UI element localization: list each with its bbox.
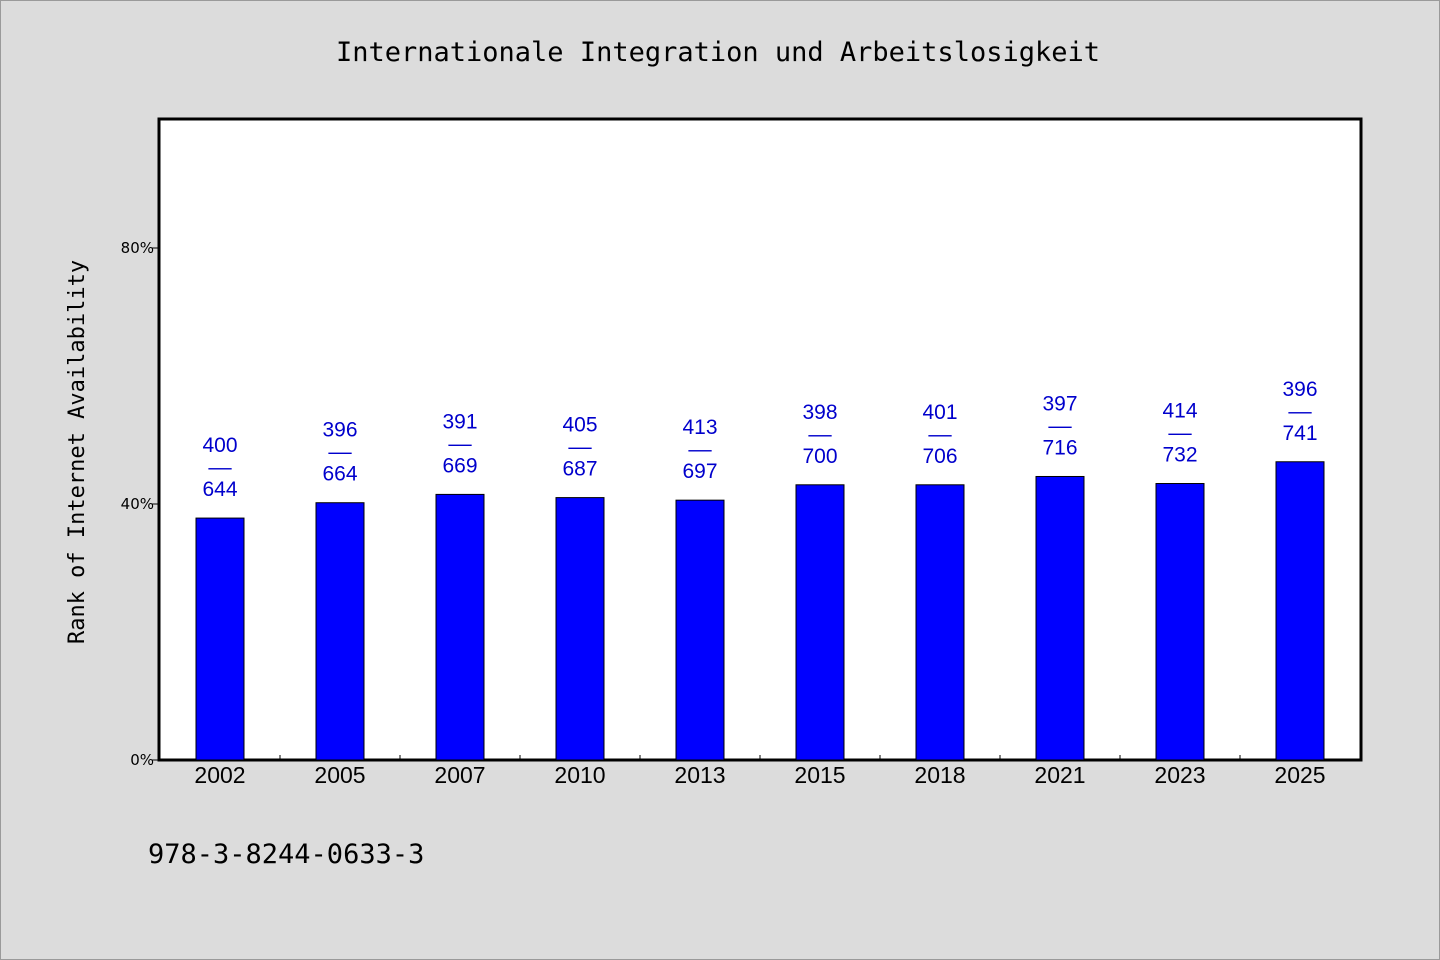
data-label-sep-2007: –– [448,432,472,455]
data-label-top-2013: 413 [682,416,717,439]
data-label-bottom-2025: 741 [1282,422,1317,445]
data-label-bottom-2010: 687 [562,458,597,481]
data-label-top-2007: 391 [442,410,477,433]
data-label-top-2015: 398 [802,401,837,424]
data-label-sep-2015: –– [808,423,832,446]
data-label-sep-2025: –– [1288,400,1312,423]
data-label-bottom-2013: 697 [682,460,717,483]
data-label-bottom-2002: 644 [202,478,237,501]
x-tick-label-2002: 2002 [194,762,245,788]
bar-2013 [675,499,725,761]
data-label-sep-2010: –– [568,436,592,459]
bar-2021 [1035,475,1085,761]
data-label-bottom-2023: 732 [1162,444,1197,467]
bar-2023 [1155,483,1205,761]
data-label-bottom-2007: 669 [442,454,477,477]
x-tick-label-2005: 2005 [314,762,365,788]
y-axis-ticks: 0% 40% 80% [121,239,160,769]
x-tick-label-2023: 2023 [1154,762,1205,788]
data-label-top-2023: 414 [1162,400,1197,423]
x-tick-label-2021: 2021 [1034,762,1085,788]
y-tick-label: 80% [121,239,154,257]
x-tick-label-2025: 2025 [1274,762,1325,788]
data-label-bottom-2015: 700 [802,445,837,468]
bar-2025 [1275,461,1325,761]
data-label-bottom-2018: 706 [922,445,957,468]
y-tick-label: 0% [130,751,154,769]
x-tick-label-2013: 2013 [674,762,725,788]
data-label-bottom-2021: 716 [1042,436,1077,459]
bar-2010 [555,497,605,761]
data-label-top-2010: 405 [562,414,597,437]
bar-2007 [435,493,485,761]
data-label-bottom-2005: 664 [322,463,357,486]
bar-2002 [195,517,245,761]
data-label-top-2025: 396 [1282,378,1317,401]
x-tick-label-2007: 2007 [434,762,485,788]
data-label-top-2005: 396 [322,419,357,442]
data-labels-layer: 400––644396––664391––669405––687413––697… [202,378,1317,501]
data-label-top-2002: 400 [202,434,237,457]
x-tick-label-2015: 2015 [794,762,845,788]
bar-2005 [315,502,365,761]
x-tick-label-2010: 2010 [554,762,605,788]
isbn-footer: 978-3-8244-0633-3 [148,839,424,870]
y-tick-label: 40% [121,495,154,513]
bar-2015 [795,484,845,761]
data-label-sep-2021: –– [1048,414,1072,437]
data-label-top-2021: 397 [1042,392,1077,415]
data-label-sep-2018: –– [928,423,952,446]
data-label-sep-2005: –– [328,441,352,464]
data-label-top-2018: 401 [922,401,957,424]
x-axis-ticks: 2002 2005 2007 2010 2013 2015 2018 2021 2023 2025 [194,755,1326,788]
data-label-sep-2002: –– [208,456,232,479]
data-label-sep-2023: –– [1168,422,1192,445]
y-axis-label: Rank of Internet Availability [65,260,90,644]
data-label-sep-2013: –– [688,438,712,461]
bars-layer [195,461,1325,761]
chart-title: Internationale Integration und Arbeitslo… [336,37,1100,68]
bar-2018 [915,484,965,761]
x-tick-label-2018: 2018 [914,762,965,788]
